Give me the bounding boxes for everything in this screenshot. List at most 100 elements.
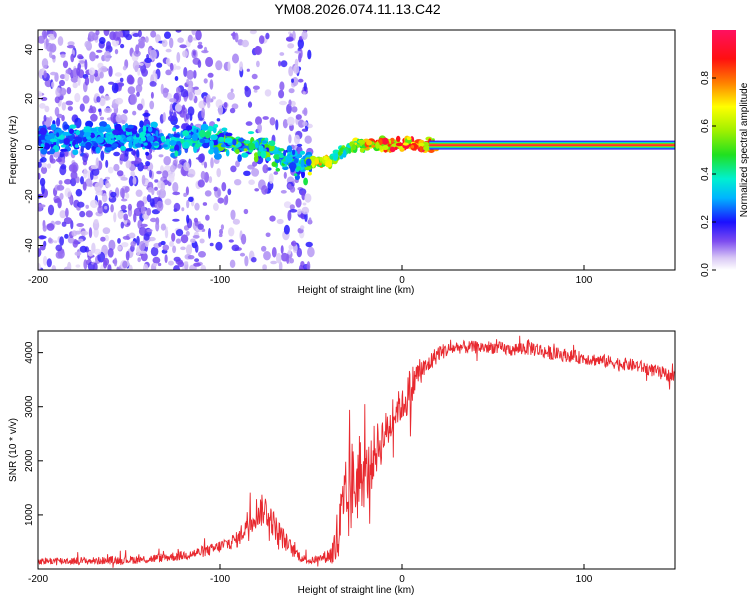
- spectrogram-ridge-blob: [366, 140, 373, 146]
- spectrogram-ridge-blob: [122, 125, 126, 130]
- spectrogram-speckle: [116, 170, 124, 177]
- spectrogram-speckle: [245, 121, 253, 126]
- spectrogram-ridge-blob: [378, 138, 383, 146]
- spectrogram-speckle: [187, 168, 196, 178]
- spectrogram-speckle: [77, 76, 81, 86]
- spectrogram-speckle: [183, 261, 189, 265]
- spectrogram-speckle: [208, 176, 213, 184]
- spectrogram-speckle: [304, 193, 312, 203]
- spectrogram-ridge-blob: [150, 121, 158, 128]
- snr-x-axis-label: Height of straight line (km): [298, 585, 415, 596]
- spectrogram-speckle: [145, 36, 149, 43]
- spectrogram-speckle: [220, 224, 224, 231]
- spectrogram-speckle: [134, 65, 139, 73]
- spectrogram-speckle: [38, 90, 43, 98]
- spectrogram-speckle: [111, 82, 119, 94]
- spectrogram-speckle: [136, 149, 140, 158]
- spectrogram-speckle: [286, 254, 290, 264]
- spectrogram-ridge-blob: [49, 148, 55, 155]
- spectrogram-speckle: [131, 150, 137, 156]
- spectrogram-speckle: [219, 228, 223, 235]
- spectrogram-speckle: [84, 59, 88, 71]
- spectrogram-speckle: [291, 240, 297, 247]
- spectrogram-ridge-blob: [359, 147, 365, 153]
- spectrogram-speckle: [85, 204, 89, 209]
- spectrogram-speckle: [160, 181, 166, 192]
- spectrogram-speckle: [138, 37, 146, 44]
- spectrogram-speckle: [80, 176, 84, 185]
- spectrogram-ridge-blob: [423, 145, 431, 151]
- spectrogram-speckle: [140, 252, 148, 262]
- spectrogram-speckle: [227, 92, 235, 100]
- spectrogram-ridge-blob: [193, 145, 198, 153]
- spectrogram-speckle: [99, 116, 105, 121]
- colorbar-tick-label: 0.4: [700, 167, 711, 181]
- spectrogram-speckle: [164, 31, 171, 39]
- spectrogram-speckle: [141, 174, 146, 185]
- spectrogram-speckle: [141, 68, 149, 77]
- spectrogram-speckle: [54, 220, 62, 225]
- spectrogram-speckle: [122, 109, 129, 114]
- spectrogram-speckle: [190, 238, 196, 244]
- spectrogram-speckle: [123, 213, 129, 221]
- spectrogram-ridge-blob: [292, 149, 296, 156]
- spectrogram-speckle: [160, 223, 166, 231]
- spectrogram-speckle: [213, 186, 218, 192]
- spectrogram-speckle: [288, 88, 295, 94]
- spectrogram-speckle: [64, 71, 70, 82]
- spectrogram-ridge-blob: [140, 143, 144, 148]
- spectrogram-tone-band: [429, 144, 675, 146]
- spectrogram-speckle: [142, 112, 151, 117]
- spectrogram-speckle: [204, 190, 212, 197]
- spectrogram-speckle: [231, 103, 239, 110]
- spectrogram-speckle: [51, 54, 56, 60]
- spectrogram-speckle: [150, 217, 157, 223]
- spectrogram-ridge-blob: [278, 148, 285, 152]
- spectrogram-speckle: [70, 53, 75, 63]
- spectrogram-ridge-blob: [50, 143, 54, 148]
- spectrogram-ridge-blob: [200, 123, 209, 131]
- spectrogram-speckle: [197, 59, 202, 68]
- spectrogram-speckle: [91, 167, 100, 176]
- spectrogram-speckle: [108, 166, 114, 174]
- spectrogram-speckle: [194, 202, 200, 211]
- spectrogram-speckle: [58, 180, 63, 185]
- spectrogram-speckle: [90, 199, 98, 209]
- spectrogram-speckle: [209, 242, 214, 247]
- spectrogram-speckle: [239, 61, 244, 72]
- spectrogram-speckle: [211, 96, 216, 100]
- spectrogram-speckle: [249, 30, 257, 35]
- spectrogram-speckle: [187, 106, 195, 116]
- spectrogram-speckle: [302, 202, 307, 206]
- spectrogram-speckle: [207, 72, 214, 78]
- snr-y-tick-label: 3000: [24, 395, 35, 418]
- spectrogram-ridge-blob: [180, 138, 185, 142]
- spectrogram-ridge-blob: [123, 138, 127, 142]
- spectrogram-speckle: [182, 104, 186, 111]
- spectrogram-speckle: [294, 50, 302, 54]
- spectrogram-speckle: [173, 202, 181, 212]
- spectrogram-speckle: [38, 161, 42, 168]
- spectrogram-speckle: [71, 230, 78, 237]
- spectrogram-speckle: [229, 259, 236, 268]
- spectrogram-speckle: [160, 165, 164, 173]
- spectrogram-speckle: [172, 218, 180, 222]
- spectrogram-speckle: [105, 182, 111, 188]
- spectrogram-ridge-blob: [142, 125, 147, 133]
- spectrogram-speckle: [95, 55, 99, 59]
- spectrogram-speckle: [186, 199, 190, 209]
- spectrogram-speckle: [57, 36, 64, 46]
- spectrogram-speckle: [39, 177, 46, 187]
- spectrogram-speckle: [121, 120, 126, 124]
- spectrogram-speckle: [279, 81, 285, 91]
- colorbar-tick-label: 0.2: [700, 215, 711, 229]
- spectrogram-ridge-blob: [402, 142, 409, 146]
- spectrogram-speckle: [280, 245, 284, 254]
- spectrogram-ridge-blob: [90, 127, 98, 132]
- spectrogram-speckle: [296, 143, 303, 147]
- spectrogram-speckle: [229, 107, 236, 114]
- spectrogram-ridge-blob: [145, 151, 150, 156]
- spectrogram-speckle: [128, 264, 133, 270]
- spectrogram-speckle: [119, 77, 124, 83]
- spectrogram-speckle: [91, 242, 96, 254]
